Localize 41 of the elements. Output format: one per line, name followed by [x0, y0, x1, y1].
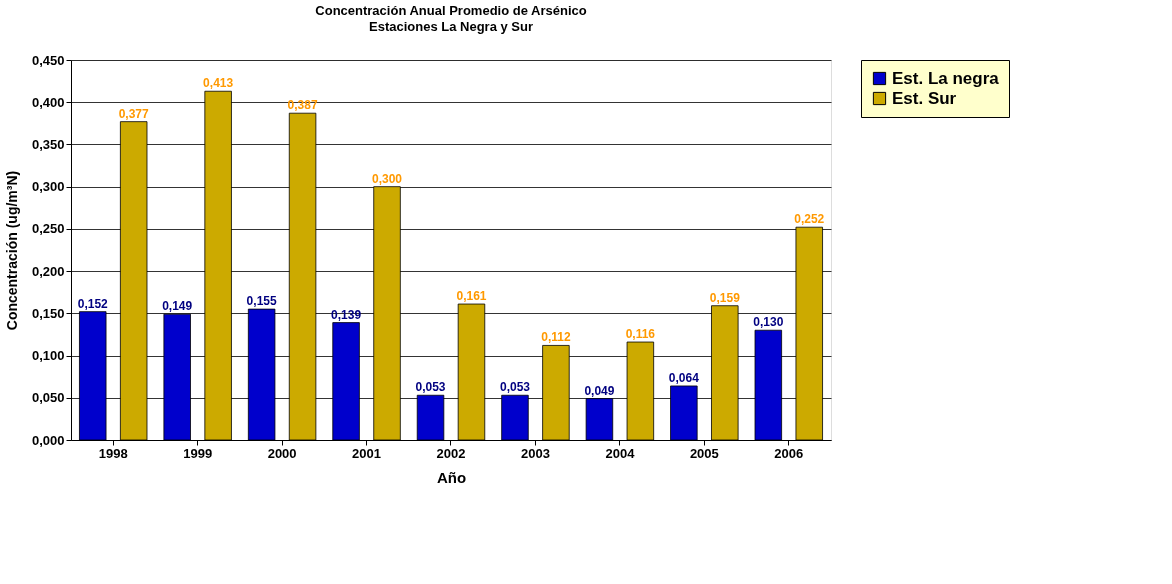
- y-tick-label: 0,400: [31, 94, 65, 110]
- data-label: 0,377: [118, 106, 150, 121]
- x-axis-title: Año: [436, 468, 467, 486]
- data-label: 0,413: [203, 76, 234, 91]
- data-label: 0,152: [77, 296, 109, 311]
- y-tick-label: 0,050: [31, 390, 65, 406]
- x-tick-label: 2005: [689, 445, 719, 461]
- data-label: 0,159: [709, 290, 741, 305]
- data-label: 0,053: [499, 380, 531, 395]
- y-tick-label: 0,150: [31, 305, 65, 321]
- legend-label: Est. Sur: [892, 88, 957, 108]
- y-tick-label: 0,200: [31, 263, 65, 279]
- x-tick-label: 2006: [774, 445, 804, 461]
- y-tick-label: 0,250: [31, 221, 65, 237]
- y-tick-label: 0,450: [31, 52, 65, 68]
- x-tick-label: 2000: [267, 445, 297, 461]
- data-label: 0,161: [456, 289, 487, 304]
- data-label: 0,149: [162, 299, 193, 314]
- data-label: 0,300: [372, 171, 403, 186]
- data-label: 0,130: [753, 315, 784, 330]
- y-axis-title: Concentración (ug/m³N): [3, 170, 20, 331]
- legend-label: Est. La negra: [892, 68, 1000, 88]
- x-tick-label: 2003: [520, 445, 550, 461]
- chart-subtitle: Estaciones La Negra y Sur: [368, 19, 534, 34]
- data-label: 0,053: [415, 380, 446, 395]
- y-tick-label: 0,000: [31, 432, 65, 448]
- data-label: 0,252: [794, 212, 825, 227]
- chart-title: Concentración Anual Promedio de Arsénico: [315, 3, 587, 18]
- y-tick-label: 0,100: [31, 348, 65, 364]
- y-tick-label: 0,300: [31, 179, 65, 195]
- data-label: 0,116: [625, 327, 656, 342]
- y-tick-label: 0,350: [31, 136, 65, 152]
- x-tick-label: 2002: [436, 445, 466, 461]
- x-tick-label: 2001: [352, 445, 382, 461]
- data-label: 0,155: [246, 294, 277, 309]
- x-tick-label: 1999: [183, 445, 213, 461]
- x-tick-label: 1998: [98, 445, 128, 461]
- x-tick-label: 2004: [605, 445, 636, 461]
- data-label: 0,049: [584, 383, 615, 398]
- data-label: 0,112: [541, 330, 571, 345]
- data-label: 0,064: [668, 370, 700, 385]
